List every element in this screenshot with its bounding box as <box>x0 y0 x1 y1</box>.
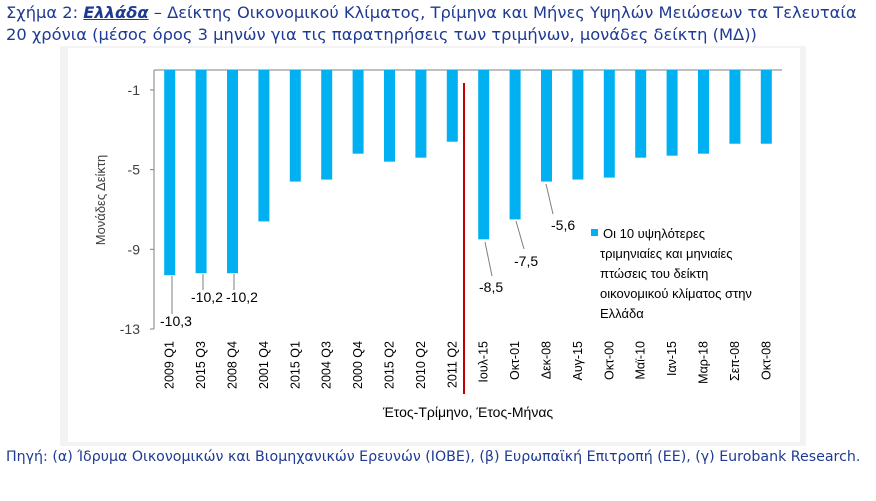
source-note: Πηγή: (α) Ίδρυμα Οικονομικών και Βιομηχα… <box>6 449 861 465</box>
legend-label-line: τριμηνιαίες και μηνιαίες <box>600 246 733 261</box>
x-tick-label: 2010 Q2 <box>414 341 428 389</box>
x-tick-label: 2015 Q2 <box>383 341 397 389</box>
bar <box>760 70 772 144</box>
legend-label-line: Ελλάδα <box>600 306 644 321</box>
y-tick-label: -13 <box>120 321 140 337</box>
bar <box>415 70 427 158</box>
legend-label: Οι 10 υψηλότερες τριμηνιαίες και μηνιαίες… <box>600 226 752 321</box>
bar <box>227 70 238 274</box>
legend-label-line: Οι 10 υψηλότερες <box>603 226 705 241</box>
x-tick-label: 2000 Q4 <box>351 341 365 389</box>
x-tick-label: Σεπ-08 <box>728 341 742 381</box>
x-tick-label: Μαρ-18 <box>697 341 711 384</box>
bar <box>289 70 301 182</box>
bar <box>446 70 458 142</box>
x-tick-label: 2011 Q2 <box>445 341 459 388</box>
x-tick-label: Οκτ-00 <box>602 341 616 380</box>
bar <box>321 70 333 180</box>
y-tick-label: -1 <box>128 82 141 98</box>
x-tick-label: Μαϊ-10 <box>634 341 648 380</box>
bar <box>478 70 490 240</box>
bar <box>603 70 615 178</box>
plot-area: -1 -5 -9 -13 Μονάδες Δείκτη 2009 Q1 2015 Q3 200… <box>68 48 800 442</box>
x-tick-label: 2015 Q3 <box>194 341 208 389</box>
x-tick-label: Δεκ-08 <box>540 341 554 379</box>
legend-swatch <box>591 229 598 236</box>
bar <box>164 70 176 276</box>
figure-number: Σχήμα 2: <box>6 3 84 22</box>
x-tick-label: Ιαν-15 <box>665 341 679 376</box>
y-tick-label: -9 <box>128 241 141 257</box>
x-tick-label: Ιουλ-15 <box>477 341 491 383</box>
data-label: -10,2 <box>191 289 223 305</box>
x-tick-label: 2015 Q1 <box>288 341 302 389</box>
chart-title: Σχήμα 2: Ελλάδα – Δείκτης Οικονομικού Κλ… <box>6 2 870 46</box>
bar <box>635 70 647 158</box>
data-label-leader <box>545 183 554 215</box>
bar <box>509 70 521 220</box>
bar <box>541 70 552 182</box>
bar <box>258 70 270 222</box>
data-label: -7,5 <box>514 253 538 269</box>
title-text: – Δείκτης Οικονομικού Κλίματος, Τρίμηνα … <box>6 3 857 44</box>
data-label-leader <box>484 241 493 277</box>
x-tick-label: 2009 Q1 <box>163 341 177 389</box>
bar <box>195 70 207 274</box>
x-tick-label: 2008 Q4 <box>226 341 240 389</box>
data-label-leader <box>515 220 525 250</box>
x-tick-label: Οκτ-01 <box>508 341 522 380</box>
x-tick-label: 2001 Q4 <box>257 341 271 389</box>
bar <box>666 70 678 156</box>
legend-label-line: οικονομικού κλίματος στην <box>600 286 752 301</box>
y-tick-label: -5 <box>128 162 141 178</box>
x-tick-label: Αυγ-15 <box>571 341 585 381</box>
data-label: -5,6 <box>551 217 575 233</box>
y-axis-label: Μονάδες Δείκτη <box>93 155 108 246</box>
data-label: -8,5 <box>479 279 503 295</box>
bar <box>729 70 741 144</box>
x-tick-label: Οκτ-08 <box>759 341 773 380</box>
bar <box>698 70 709 154</box>
bar <box>384 70 395 162</box>
data-label: -10,3 <box>160 313 192 329</box>
x-axis-label: Έτος-Τρίμηνο, Έτος-Μήνας <box>382 404 554 420</box>
bar <box>572 70 584 180</box>
plot-background <box>68 48 800 442</box>
data-label: -10,2 <box>226 289 258 305</box>
x-tick-label: 2004 Q3 <box>320 341 334 389</box>
bar <box>352 70 364 154</box>
legend-label-line: πτώσεις του δείκτη <box>600 266 708 281</box>
title-country: Ελλάδα <box>83 3 149 22</box>
